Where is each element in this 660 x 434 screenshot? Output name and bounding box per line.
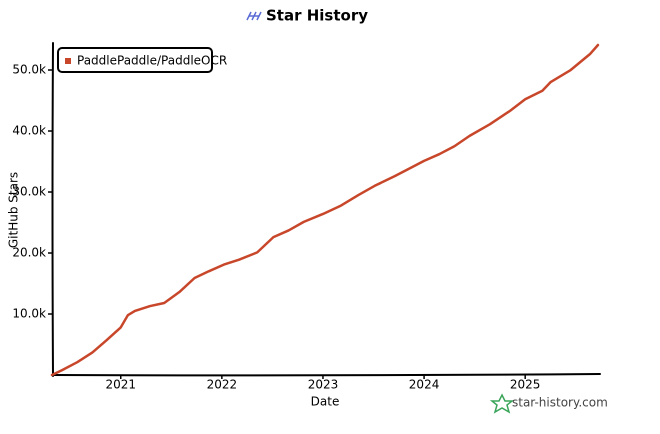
- watermark-text: star-history.com: [512, 396, 608, 410]
- y-axis: [51, 42, 54, 377]
- series-line: [50, 43, 600, 377]
- x-tick-label: 2022: [207, 378, 238, 392]
- x-tick-label: 2021: [105, 378, 136, 392]
- y-tick-label: 20.0k: [12, 246, 46, 260]
- x-tick-label: 2023: [308, 378, 339, 392]
- x-axis: [51, 373, 601, 377]
- legend-box: [57, 47, 213, 73]
- y-tick-label: 40.0k: [12, 124, 46, 138]
- y-axis-label: GitHub Stars: [7, 172, 21, 248]
- x-axis-label: Date: [311, 395, 340, 409]
- chart-title: Star History: [266, 7, 368, 25]
- y-tick-label: 30.0k: [12, 185, 46, 199]
- watermark: star-history.com: [489, 393, 608, 414]
- title-icon: [246, 11, 262, 21]
- watermark-icon: [489, 393, 515, 414]
- legend-swatch: [65, 58, 71, 64]
- y-tick-label: 10.0k: [12, 307, 46, 321]
- x-tick-label: 2025: [510, 378, 541, 392]
- legend-label: PaddlePaddle/PaddleOCR: [77, 54, 227, 68]
- y-tick-label: 50.0k: [12, 63, 46, 77]
- x-tick-label: 2024: [409, 378, 440, 392]
